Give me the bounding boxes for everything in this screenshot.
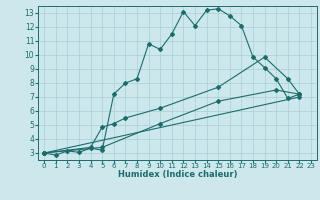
- X-axis label: Humidex (Indice chaleur): Humidex (Indice chaleur): [118, 170, 237, 179]
